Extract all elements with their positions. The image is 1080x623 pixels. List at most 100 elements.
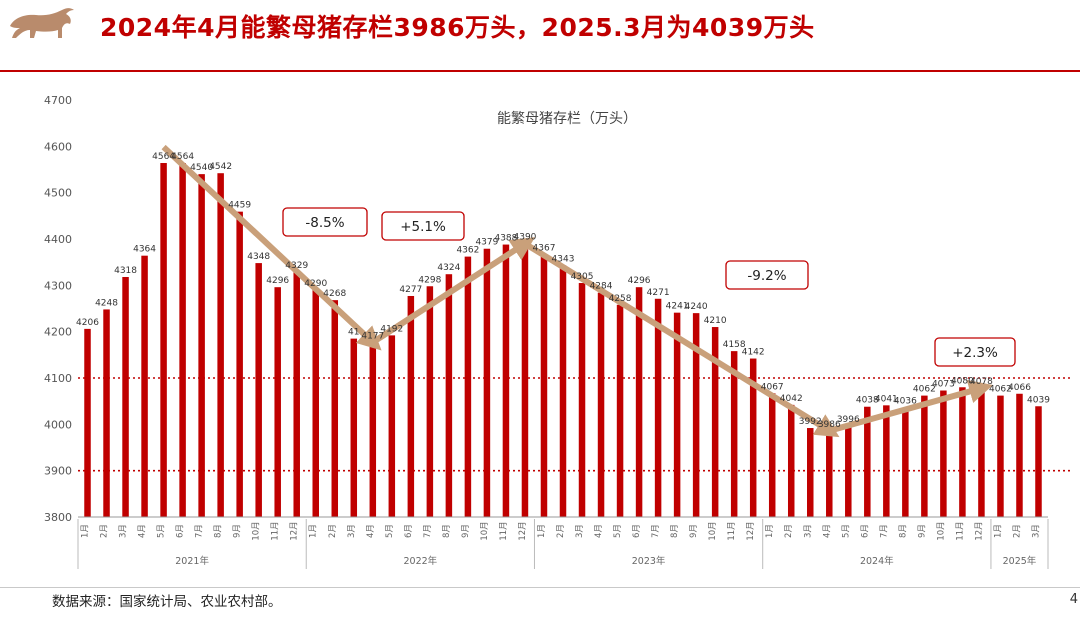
bar <box>559 265 567 517</box>
title-divider <box>0 70 1080 72</box>
bar-series <box>84 163 1042 518</box>
x-tick-label: 1月 <box>537 524 547 538</box>
change-badge <box>934 337 1016 367</box>
x-tick-label: 7月 <box>651 524 661 538</box>
x-tick-label: 6月 <box>404 524 414 538</box>
data-label: 4080 <box>951 376 974 386</box>
data-source-note: 数据来源：国家统计局、农业农村部。 <box>52 594 282 610</box>
data-label: 4241 <box>666 302 689 312</box>
data-label: 4362 <box>456 246 479 256</box>
x-tick-label: 1月 <box>765 524 775 538</box>
bar <box>730 351 738 517</box>
x-tick-label: 4月 <box>594 524 604 538</box>
data-label: 4206 <box>76 318 99 328</box>
data-label: 4142 <box>742 348 765 358</box>
data-label: 4039 <box>1027 395 1050 405</box>
bar <box>826 430 833 517</box>
x-tick-label: 2月 <box>100 524 110 538</box>
x-tick-label: 8月 <box>898 524 908 538</box>
x-tick-label: 4月 <box>822 524 832 538</box>
bar <box>635 287 643 517</box>
x-tick-label: 3月 <box>119 524 129 538</box>
x-tick-label: 11月 <box>499 521 509 540</box>
x-tick-label: 11月 <box>271 521 281 540</box>
sow-inventory-chart: 4206424843184364456445644540454244594348… <box>44 94 1072 569</box>
bar <box>654 298 662 517</box>
bar <box>578 283 586 517</box>
x-tick-label: 7月 <box>423 524 433 538</box>
data-label: 41 <box>348 328 359 338</box>
x-tick-label: 8月 <box>442 524 452 538</box>
trend-arrow <box>161 144 382 351</box>
change-badge <box>282 207 368 237</box>
bar <box>902 407 909 517</box>
y-tick-label: 4500 <box>44 187 72 200</box>
data-label: 4192 <box>380 324 403 334</box>
data-label: 4271 <box>647 288 670 298</box>
data-label: 4036 <box>894 397 917 407</box>
bar <box>864 406 871 517</box>
bar <box>978 388 985 517</box>
x-tick-label: 9月 <box>461 524 471 538</box>
x-tick-label: 4月 <box>366 524 376 538</box>
x-tick-label: 10月 <box>936 521 946 540</box>
bar <box>312 289 319 517</box>
x-tick-label: 11月 <box>955 521 965 540</box>
x-tick-label: 6月 <box>860 524 870 538</box>
data-label: 4284 <box>590 282 613 292</box>
bar <box>407 295 415 517</box>
bar <box>749 358 757 517</box>
data-label: 4258 <box>609 294 632 304</box>
year-label: 2025年 <box>1003 555 1037 567</box>
y-tick-label: 4700 <box>44 94 72 107</box>
axes: 3800 3900 4000 4100 4200 4300 4400 4500 4600 4700… <box>44 94 1049 569</box>
data-label: 4298 <box>418 275 441 285</box>
data-label: 3986 <box>818 420 841 430</box>
x-tick-label: 12月 <box>518 521 528 540</box>
x-tick-label: 12月 <box>746 521 756 540</box>
data-label: 4210 <box>704 316 727 326</box>
y-tick-label: 4100 <box>44 372 72 385</box>
data-label: 3992 <box>799 417 822 427</box>
bar <box>997 395 1004 517</box>
y-tick-label: 4300 <box>44 279 72 292</box>
bar <box>369 342 377 517</box>
x-tick-label: 1月 <box>993 524 1003 538</box>
x-tick-label: 2月 <box>556 524 566 538</box>
data-label: 4329 <box>285 261 308 271</box>
data-label: 4290 <box>304 279 327 289</box>
bar <box>807 428 814 517</box>
bull-logo-shape <box>10 8 74 38</box>
bar <box>692 313 700 517</box>
change-badge <box>381 211 465 241</box>
bar <box>331 300 339 517</box>
bar <box>1016 393 1023 517</box>
data-label: 4073 <box>932 380 955 390</box>
bar <box>711 327 719 517</box>
change-badge-label: -9.2% <box>747 268 786 284</box>
x-tick-label: 11月 <box>727 521 737 540</box>
bar <box>445 274 453 517</box>
data-label: 4296 <box>266 276 289 286</box>
x-tick-label: 2月 <box>784 524 794 538</box>
bar <box>236 211 243 517</box>
x-tick-label: 3月 <box>1031 524 1041 538</box>
year-label: 2021年 <box>175 555 209 567</box>
x-tick-label: 5月 <box>613 524 623 538</box>
data-label: 4564 <box>171 152 194 162</box>
bar <box>883 405 890 517</box>
bar <box>502 244 510 517</box>
bull-logo <box>10 8 74 38</box>
bar <box>768 393 776 517</box>
data-label: 4041 <box>875 394 898 404</box>
data-label: 4348 <box>247 252 270 262</box>
data-label: 4240 <box>685 302 708 312</box>
data-label: 4390 <box>514 233 537 243</box>
bar <box>540 254 548 518</box>
data-label: 4248 <box>95 298 118 308</box>
x-tick-label: 6月 <box>632 524 642 538</box>
change-badge <box>725 260 809 290</box>
bar <box>122 276 129 517</box>
data-label: 4062 <box>913 385 936 395</box>
x-tick-label: 9月 <box>233 524 243 538</box>
